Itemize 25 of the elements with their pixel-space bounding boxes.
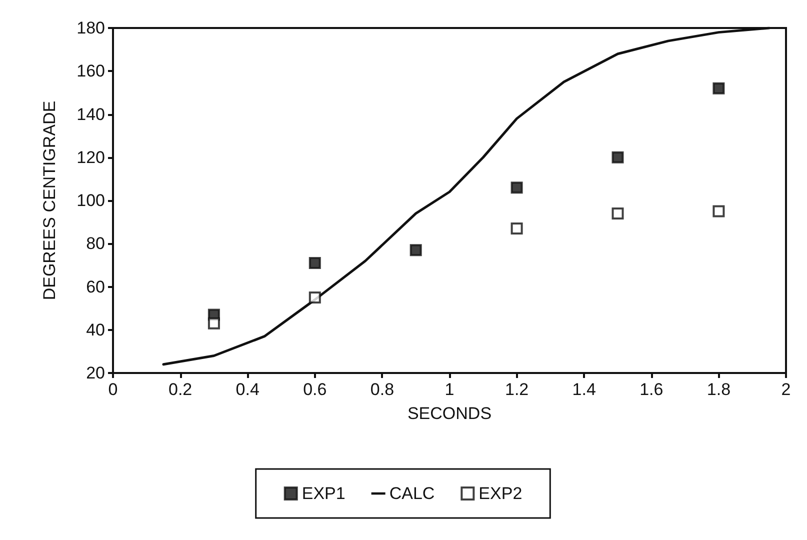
x-tick-label: 1.6 (640, 380, 664, 399)
y-tick-label: 180 (76, 18, 105, 38)
y-tick-label: 140 (76, 104, 105, 124)
y-tick-label: 80 (86, 234, 105, 254)
x-tick-label: 2 (781, 380, 791, 399)
y-tick-label: 120 (76, 148, 105, 167)
x-tick-label: 1.8 (706, 380, 731, 399)
y-tick-label: 20 (86, 364, 105, 382)
x-tick-label: 1.4 (572, 380, 596, 399)
x-axis-title: SECONDS (407, 404, 492, 423)
y-tick-label: 100 (76, 191, 105, 210)
x-tick-label: 0.4 (236, 380, 260, 399)
y-axis-title: DEGREES CENTIGRADE (40, 100, 59, 300)
y-tick-label: 60 (86, 277, 105, 296)
x-tick-label: 0 (108, 380, 118, 399)
legend-label: EXP2 (478, 484, 522, 503)
y-tick-label: 160 (76, 62, 105, 81)
x-tick-label: 1.2 (504, 380, 529, 399)
x-tick-label: 1 (444, 380, 454, 399)
x-tick-label: 0.2 (168, 380, 192, 399)
x-tick-label: 0.8 (370, 380, 394, 399)
legend-label: CALC (389, 484, 435, 503)
x-tick-label: 0.6 (303, 380, 327, 399)
legend-label: EXP1 (302, 484, 346, 503)
y-tick-label: 40 (86, 320, 105, 340)
